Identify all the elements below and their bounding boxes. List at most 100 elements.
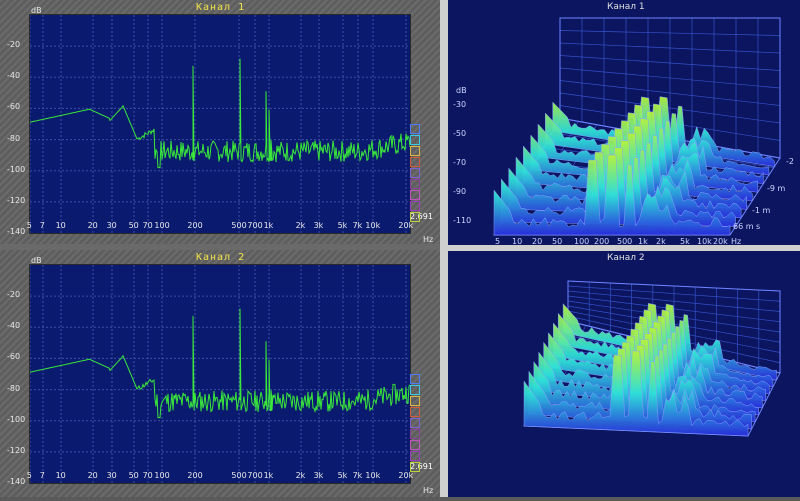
legend-swatch[interactable] [410, 179, 420, 189]
x-tick-label: 70 [142, 221, 153, 230]
x-tick-label: 2k [295, 221, 306, 230]
x3d-tick-label: 20 [532, 237, 543, 246]
channel1-db-unit: dB [31, 6, 42, 15]
channel2-2d-plot[interactable] [29, 264, 411, 484]
x-tick-label: 20k [398, 471, 414, 480]
channel1-3d-title: Канал 1 [607, 2, 645, 12]
y-tick-label: -20 [7, 290, 21, 300]
y-tick-label: -40 [7, 321, 21, 331]
y-tick-label: -40 [7, 71, 21, 81]
x-tick-label: 1k [263, 471, 274, 480]
x-tick-label: 100 [154, 471, 170, 480]
x-tick-label: 200 [187, 221, 203, 230]
channel2-waterfall-chart [523, 280, 781, 437]
waterfall-slice [508, 140, 742, 219]
channel2-readout: 2.691 [410, 462, 433, 471]
legend-swatch[interactable] [410, 429, 420, 439]
x-tick-label: 10k [365, 221, 381, 230]
x-tick-label: 50 [128, 221, 139, 230]
legend-swatch[interactable] [410, 418, 420, 428]
legend-swatch[interactable] [410, 451, 420, 461]
x-tick-label: 30 [106, 221, 117, 230]
channel1-3d-panel[interactable] [448, 0, 800, 245]
legend-swatch[interactable] [410, 157, 420, 167]
legend-swatch[interactable] [410, 396, 420, 406]
x3d-tick-label: 100 [574, 237, 590, 246]
x-tick-label: 5k [337, 221, 348, 230]
channel2-hz-unit: Hz [423, 486, 434, 495]
legend-swatch[interactable] [410, 201, 420, 211]
grid-line [559, 105, 781, 141]
y-tick-label: -100 [7, 414, 26, 424]
grid-line [559, 92, 781, 124]
x3d-tick-label: 500 [617, 237, 633, 246]
y3d-tick-label: -90 [453, 187, 467, 196]
y-tick-label: -20 [7, 40, 21, 50]
y-tick-label: -80 [7, 383, 21, 393]
channel2-db-unit: dB [31, 256, 42, 265]
legend-swatch[interactable] [410, 440, 420, 450]
legend-swatch[interactable] [410, 124, 420, 134]
x-tick-label: 5k [337, 471, 348, 480]
x-tick-label: 3k [313, 221, 324, 230]
legend-swatch[interactable] [410, 168, 420, 178]
x-tick-label: 50 [128, 471, 139, 480]
channel1-3d-db-unit: dB [456, 86, 467, 95]
legend-swatch[interactable] [410, 146, 420, 156]
legend-swatch[interactable] [410, 462, 420, 472]
y3d-tick-label: -30 [453, 100, 467, 109]
y-tick-label: -120 [7, 445, 26, 455]
x-tick-label: 200 [187, 471, 203, 480]
y-tick-label: -60 [7, 352, 21, 362]
left-splitter[interactable] [0, 244, 440, 250]
x-tick-label: 500 [231, 221, 247, 230]
channel1-2d-title: Канал 1 [196, 2, 246, 13]
x-tick-label: 700 [247, 221, 263, 230]
grid-line [559, 42, 781, 54]
legend-swatch[interactable] [410, 374, 420, 384]
channel2-3d-panel[interactable] [448, 251, 800, 497]
grid-line [567, 295, 781, 323]
y-tick-label: -140 [7, 477, 26, 486]
time-tick-label: -9 m [767, 184, 786, 193]
x3d-tick-label: 200 [594, 237, 610, 246]
x-tick-label: 10 [55, 471, 66, 480]
legend-swatch[interactable] [410, 212, 420, 222]
channel1-readout: 2.691 [410, 212, 433, 221]
legend-swatch[interactable] [410, 407, 420, 417]
channel1-2d-plot[interactable] [29, 14, 411, 234]
x-tick-label: 70 [142, 471, 153, 480]
channel2-3d-title: Канал 2 [607, 253, 645, 263]
x-tick-label: 20k [398, 221, 414, 230]
right-splitter[interactable] [448, 245, 800, 251]
x3d-tick-label: 10k [697, 237, 712, 246]
x3d-tick-label: 20k [713, 237, 728, 246]
grid-line [559, 55, 781, 71]
vertical-splitter[interactable] [440, 0, 448, 497]
legend-swatch[interactable] [410, 135, 420, 145]
x-tick-label: 20 [87, 471, 98, 480]
x-tick-label: 7k [352, 471, 363, 480]
y-tick-label: -80 [7, 133, 21, 143]
y-tick-label: -60 [7, 102, 21, 112]
x-tick-label: 2k [295, 471, 306, 480]
y3d-tick-label: -70 [453, 158, 467, 167]
x-tick-label: 7k [352, 221, 363, 230]
time-tick-label: -2 [786, 157, 794, 166]
legend-swatch[interactable] [410, 385, 420, 395]
x3d-tick-label: 50 [552, 237, 563, 246]
y3d-tick-label: -110 [453, 216, 472, 225]
channel2-spectrum-chart [29, 265, 411, 483]
waterfall-slice [501, 147, 736, 227]
waterfall-slice [523, 350, 749, 437]
grid-line [559, 67, 781, 89]
x-tick-label: 5 [26, 221, 32, 230]
x-tick-label: 10 [55, 221, 66, 230]
waterfall-slice [493, 154, 731, 236]
x3d-tick-label: 2k [656, 237, 666, 246]
spectrum-trace [29, 308, 411, 419]
legend-swatch[interactable] [410, 190, 420, 200]
time-tick-label: 66 m s [733, 222, 761, 231]
x3d-tick-label: 5k [680, 237, 690, 246]
x3d-tick-label: 10 [512, 237, 523, 246]
